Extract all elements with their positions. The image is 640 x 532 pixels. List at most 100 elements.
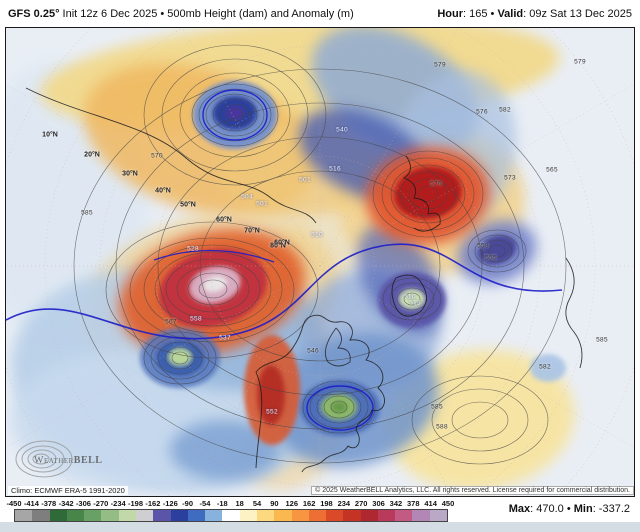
latitude-label: 20°N <box>84 151 100 159</box>
colorbar-gradient <box>14 509 448 522</box>
colorbar-segment <box>15 510 33 521</box>
contour-label: 582 <box>539 363 551 371</box>
colorbar-tick: -342 <box>58 499 74 508</box>
colorbar-segment <box>308 510 327 521</box>
map-graphics <box>6 28 634 496</box>
colorbar-segment <box>153 510 171 521</box>
latitude-label: 80°N <box>270 242 286 250</box>
latitude-label: 70°N <box>244 227 260 235</box>
colorbar-tick: 342 <box>389 499 403 508</box>
model-name: GFS 0.25° <box>8 7 60 20</box>
colorbar-segment <box>187 510 206 521</box>
colorbar-tick: -198 <box>128 499 144 508</box>
colorbar-segment <box>343 510 361 521</box>
latitude-label: 60°N <box>274 239 290 247</box>
header-bar: GFS 0.25° Init 12z 6 Dec 2025 • 500mb He… <box>0 0 640 27</box>
colorbar-tick: 378 <box>407 499 420 508</box>
colorbar-tick: 198 <box>320 499 333 508</box>
contour-label: 555 <box>485 254 497 262</box>
colorbar-segment <box>274 510 292 521</box>
colorbar-segment <box>377 510 396 521</box>
colorbar-segment <box>135 510 154 521</box>
contour-label: 546 <box>307 347 319 355</box>
colorbar-segment <box>84 510 102 521</box>
latitude-label: 40°N <box>155 187 171 195</box>
height-contours <box>73 44 567 465</box>
chart-title: GFS 0.25° Init 12z 6 Dec 2025 • 500mb He… <box>8 8 354 20</box>
bullet-separator: • <box>490 7 495 20</box>
contour-label: 579 <box>434 61 446 69</box>
colorbar-tick: 270 <box>354 499 368 508</box>
colorbar-tick: 306 <box>372 499 385 508</box>
contour-label: 537 <box>219 334 231 342</box>
colorbar-segment <box>222 510 240 521</box>
colorbar-segment <box>32 510 50 521</box>
colorbar-tick: -126 <box>162 499 178 508</box>
latitude-label: 60°N <box>216 216 232 224</box>
chart-title-rest: Init 12z 6 Dec 2025 • 500mb Height (dam)… <box>59 7 354 20</box>
contour-label: 579 <box>574 58 586 66</box>
logo-text: WEATHERBELL <box>34 455 103 466</box>
contour-label: 504 <box>241 193 253 201</box>
coastlines <box>25 87 583 473</box>
colorbar-segment <box>395 510 413 521</box>
contour-label: 576 <box>430 180 442 188</box>
contour-label: 558 <box>190 315 202 323</box>
contour-label: 510 <box>404 293 416 301</box>
latitude-label: 10°N <box>42 131 58 139</box>
colorbar-segment <box>66 510 85 521</box>
contour-label: 573 <box>504 174 516 182</box>
colorbar-tick: -414 <box>23 499 39 508</box>
colorbar-tick: -306 <box>75 499 91 508</box>
colorbar-tick: 450 <box>441 499 455 508</box>
colorbar-segment <box>205 510 223 521</box>
contour-label: 585 <box>596 336 608 344</box>
colorbar-segment <box>170 510 188 521</box>
colorbar-tick: -234 <box>110 499 126 508</box>
hour-value: : 165 <box>463 7 488 20</box>
colorbar-segment <box>326 510 344 521</box>
colorbar-tick: -450 <box>6 499 22 508</box>
copyright-note: © 2025 WeatherBELL Analytics, LLC. All r… <box>311 486 634 495</box>
map-labels: 585 570 579 579 576 582 573 565 558 555 540 516 501 5… <box>6 28 634 496</box>
colorbar-tick: 234 <box>337 499 351 508</box>
latitude-label: 50°N <box>180 201 196 209</box>
colorbar-segment <box>239 510 257 521</box>
colorbar-segment <box>256 510 275 521</box>
contour-label: 516 <box>329 165 341 173</box>
colorbar-tick: 54 <box>252 499 262 508</box>
colorbar-segment <box>360 510 378 521</box>
bottom-strip <box>0 522 640 532</box>
contour-label: 582 <box>499 106 511 114</box>
colorbar-tick: 90 <box>270 499 279 508</box>
colorbar-tick: 18 <box>235 499 244 508</box>
contour-label: 565 <box>546 166 558 174</box>
colorbar-tick: -270 <box>93 499 109 508</box>
colorbar-tick: 162 <box>302 499 316 508</box>
colorbar-tick: -162 <box>145 499 161 508</box>
contour-label: 576 <box>476 108 488 116</box>
valid-value: : 09z Sat 13 Dec 2025 <box>523 7 632 20</box>
colorbar-tick: -378 <box>41 499 57 508</box>
colorbar-tick: -54 <box>199 499 211 508</box>
contour-label: 567 <box>165 318 177 326</box>
colorbar-tick: 414 <box>424 499 437 508</box>
valid-time: Hour: 165 • Valid: 09z Sat 13 Dec 2025 <box>437 8 632 20</box>
anomaly-shading <box>6 28 575 492</box>
contour-label: 585 <box>431 403 443 411</box>
contour-label: 513 <box>409 299 421 307</box>
colorbar-tick: 126 <box>285 499 299 508</box>
colorbar-segment <box>412 510 430 521</box>
contour-label: 570 <box>151 152 163 160</box>
contour-label: 528 <box>187 245 199 253</box>
colorbar-ticks: -450 -414 -378 -342 -306 -270 -234 -198 -162 -126… <box>6 499 454 508</box>
logo-spiral-icon <box>15 440 73 478</box>
contour-label: 552 <box>266 408 278 416</box>
valid-label: Valid <box>497 7 524 20</box>
colorbar-tick: -90 <box>182 499 194 508</box>
hour-label: Hour <box>437 7 463 20</box>
highlight-contours <box>6 89 563 431</box>
contour-label: 501 <box>256 200 268 208</box>
contour-label: 510 <box>311 231 323 239</box>
colorbar-segment <box>291 510 309 521</box>
